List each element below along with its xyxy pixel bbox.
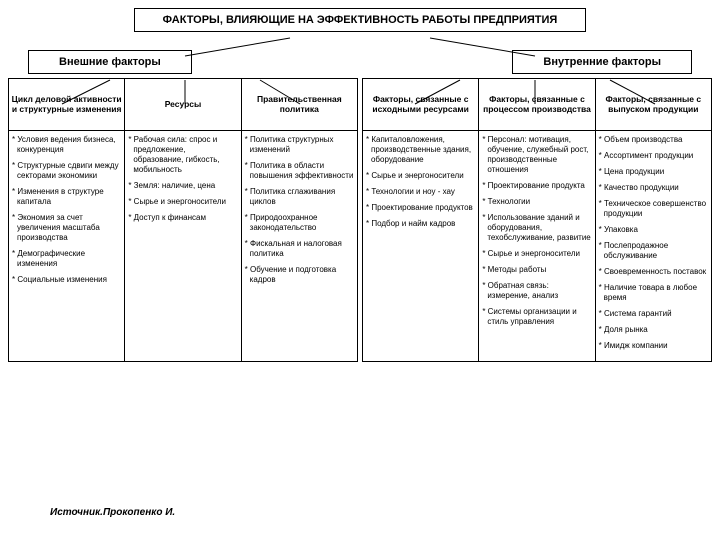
- column-2: Правительственная политикаПолитика струк…: [242, 78, 358, 362]
- column-5: Факторы, связанные с выпуском продукцииО…: [596, 78, 712, 362]
- column-header: Правительственная политика: [242, 79, 357, 131]
- branch-row: Внешние факторы Внутренние факторы: [8, 50, 712, 74]
- list-item: Использование зданий и оборудования, тех…: [482, 213, 591, 243]
- list-item: Проектирование продукта: [482, 181, 591, 191]
- main-title: ФАКТОРЫ, ВЛИЯЮЩИЕ НА ЭФФЕКТИВНОСТЬ РАБОТ…: [134, 8, 587, 32]
- list-item: Демографические изменения: [12, 249, 121, 269]
- list-item: Обучение и подготовка кадров: [245, 265, 354, 285]
- column-header: Цикл деловой активности и структурные из…: [9, 79, 124, 131]
- column-0: Цикл деловой активности и структурные из…: [8, 78, 125, 362]
- list-item: Условия ведения бизнеса, конкуренция: [12, 135, 121, 155]
- branch-external: Внешние факторы: [28, 50, 192, 74]
- list-item: Политика сглаживания циклов: [245, 187, 354, 207]
- column-body: Рабочая сила: спрос и предложение, образ…: [125, 131, 240, 361]
- column-header: Факторы, связанные с процессом производс…: [479, 79, 594, 131]
- column-3: Факторы, связанные с исходными ресурсами…: [362, 78, 479, 362]
- list-item: Сырье и энергоносители: [482, 249, 591, 259]
- column-body: Политика структурных изменений Политика в…: [242, 131, 357, 361]
- list-item: Методы работы: [482, 265, 591, 275]
- list-item: Технологии: [482, 197, 591, 207]
- list-item: Система гарантий: [599, 309, 708, 319]
- list-item: Доступ к финансам: [128, 213, 237, 223]
- list-item: Системы организации и стиль управления: [482, 307, 591, 327]
- list-item: Социальные изменения: [12, 275, 121, 285]
- list-item: Ассортимент продукции: [599, 151, 708, 161]
- list-item: Техническое совершенство продукции: [599, 199, 708, 219]
- list-item: Послепродажное обслуживание: [599, 241, 708, 261]
- branch-internal: Внутренние факторы: [512, 50, 692, 74]
- list-item: Наличие товара в любое время: [599, 283, 708, 303]
- column-header: Факторы, связанные с выпуском продукции: [596, 79, 711, 131]
- list-item: Рабочая сила: спрос и предложение, образ…: [128, 135, 237, 175]
- list-item: Качество продукции: [599, 183, 708, 193]
- list-item: Подбор и найм кадров: [366, 219, 475, 229]
- list-item: Доля рынка: [599, 325, 708, 335]
- column-header: Ресурсы: [125, 79, 240, 131]
- list-item: Сырье и энергоносители: [128, 197, 237, 207]
- column-4: Факторы, связанные с процессом производс…: [479, 78, 595, 362]
- column-body: Условия ведения бизнеса, конкуренция Стру…: [9, 131, 124, 361]
- list-item: Структурные сдвиги между секторами эконо…: [12, 161, 121, 181]
- column-body: Капиталовложения, производственные здани…: [363, 131, 478, 361]
- list-item: Проектирование продуктов: [366, 203, 475, 213]
- list-item: Имидж компании: [599, 341, 708, 351]
- list-item: Фискальная и налоговая политика: [245, 239, 354, 259]
- list-item: Своевременность поставок: [599, 267, 708, 277]
- column-body: Объем производства Ассортимент продукции Ц…: [596, 131, 711, 361]
- list-item: Персонал: мотивация, обучение, служебный…: [482, 135, 591, 175]
- list-item: Экономия за счет увеличения масштаба про…: [12, 213, 121, 243]
- list-item: Природоохранное законодательство: [245, 213, 354, 233]
- list-item: Объем производства: [599, 135, 708, 145]
- list-item: Сырье и энергоносители: [366, 171, 475, 181]
- list-item: Обратная связь: измерение, анализ: [482, 281, 591, 301]
- list-item: Технологии и ноу - хау: [366, 187, 475, 197]
- column-header: Факторы, связанные с исходными ресурсами: [363, 79, 478, 131]
- list-item: Капиталовложения, производственные здани…: [366, 135, 475, 165]
- list-item: Политика в области повышения эффективнос…: [245, 161, 354, 181]
- column-1: РесурсыРабочая сила: спрос и предложение…: [125, 78, 241, 362]
- columns-container: Цикл деловой активности и структурные из…: [8, 78, 712, 362]
- list-item: Политика структурных изменений: [245, 135, 354, 155]
- list-item: Земля: наличие, цена: [128, 181, 237, 191]
- list-item: Изменения в структуре капитала: [12, 187, 121, 207]
- list-item: Цена продукции: [599, 167, 708, 177]
- list-item: Упаковка: [599, 225, 708, 235]
- source-citation: Источник.Прокопенко И.: [50, 507, 175, 518]
- column-body: Персонал: мотивация, обучение, служебный…: [479, 131, 594, 361]
